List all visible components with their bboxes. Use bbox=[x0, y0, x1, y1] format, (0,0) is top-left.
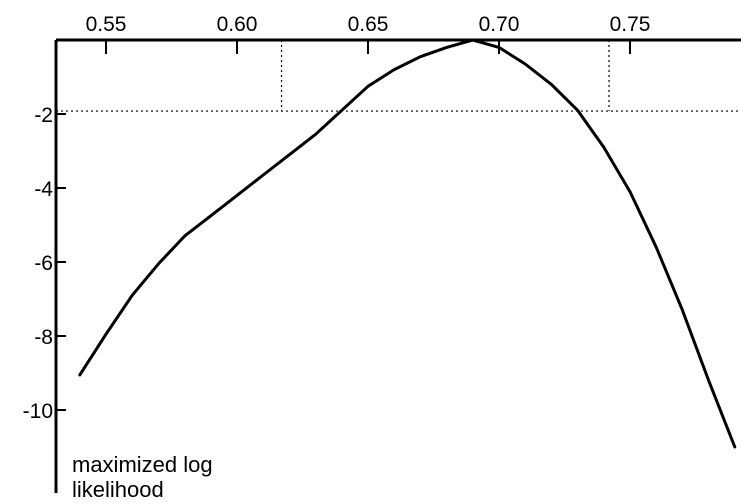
x-tick-label: 0.55 bbox=[86, 13, 127, 36]
likelihood-curve bbox=[78, 38, 737, 449]
y-axis-label-line-2: likelihood bbox=[72, 477, 164, 502]
axes bbox=[54, 38, 741, 493]
y-tick-label: -8 bbox=[34, 326, 53, 349]
x-tick-label: 0.70 bbox=[479, 13, 520, 36]
x-tick-label: 0.75 bbox=[610, 13, 651, 36]
x-axis-ticks: 0.55 0.60 0.65 0.70 0.75 bbox=[86, 13, 651, 54]
y-axis-ticks: -2 -4 -6 -8 -10 bbox=[23, 104, 66, 423]
y-tick-label: -4 bbox=[34, 178, 53, 201]
y-tick-label: -10 bbox=[23, 400, 53, 423]
reference-lines bbox=[56, 40, 741, 112]
y-tick-label: -2 bbox=[34, 104, 53, 127]
y-tick-label: -6 bbox=[34, 252, 53, 275]
x-tick-label: 0.65 bbox=[348, 13, 389, 36]
y-axis-label-line-1: maximized log bbox=[72, 452, 213, 477]
x-tick-label: 0.60 bbox=[217, 13, 258, 36]
